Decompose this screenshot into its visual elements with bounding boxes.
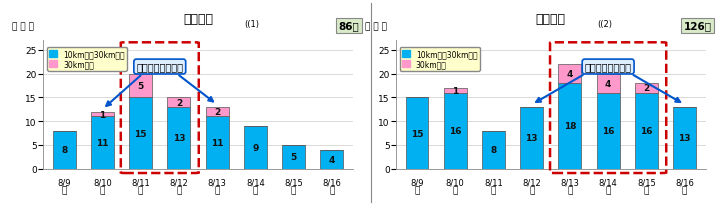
Text: 水: 水: [329, 185, 335, 194]
Bar: [559, 65, 581, 84]
Text: 5: 5: [138, 82, 144, 91]
Text: 8/10: 8/10: [93, 177, 112, 186]
Text: ((1): ((1): [245, 20, 259, 28]
Bar: [444, 93, 467, 169]
Text: 8/13: 8/13: [560, 177, 580, 186]
Text: 2: 2: [176, 98, 182, 107]
Text: 8/9: 8/9: [58, 177, 71, 186]
Text: 126回: 126回: [684, 21, 712, 31]
Bar: [673, 107, 696, 169]
Text: 8/12: 8/12: [522, 177, 541, 186]
Text: 8/15: 8/15: [637, 177, 656, 186]
Bar: [168, 98, 190, 107]
Text: 火: 火: [644, 185, 649, 194]
Bar: [91, 112, 114, 117]
Bar: [244, 126, 267, 169]
Bar: [168, 107, 190, 169]
Text: 金: 金: [491, 185, 496, 194]
Text: 月: 月: [606, 185, 611, 194]
Text: 8/11: 8/11: [131, 177, 150, 186]
Text: 水: 水: [682, 185, 688, 194]
Text: 8/10: 8/10: [446, 177, 464, 186]
Bar: [521, 107, 543, 169]
Bar: [320, 150, 343, 169]
Text: 15: 15: [135, 129, 147, 138]
Text: 1: 1: [99, 110, 106, 119]
Text: 4: 4: [567, 70, 573, 79]
Bar: [597, 74, 620, 93]
Text: 木: 木: [453, 185, 458, 194]
Text: 水: 水: [61, 185, 67, 194]
Bar: [635, 84, 658, 93]
Text: 前後のご利用を！: 前後のご利用を！: [136, 62, 184, 72]
Text: 16: 16: [449, 127, 462, 136]
Text: 8/14: 8/14: [246, 177, 265, 186]
Bar: [53, 131, 76, 169]
Text: 8: 8: [61, 145, 68, 154]
Text: ((2): ((2): [598, 20, 612, 28]
Bar: [597, 93, 620, 169]
Text: 13: 13: [173, 134, 185, 143]
Text: 16: 16: [640, 127, 652, 136]
Bar: [405, 98, 428, 169]
Text: 16: 16: [602, 127, 614, 136]
Bar: [559, 84, 581, 169]
Bar: [444, 89, 467, 93]
Text: 8/14: 8/14: [599, 177, 618, 186]
Text: 8/9: 8/9: [410, 177, 424, 186]
Text: 8/15: 8/15: [284, 177, 303, 186]
Legend: 10km以匈30km未満, 30km以上: 10km以匈30km未満, 30km以上: [47, 48, 127, 71]
Bar: [635, 93, 658, 169]
Text: 5: 5: [290, 153, 297, 162]
Text: 土: 土: [176, 185, 181, 194]
Text: 火: 火: [291, 185, 296, 194]
Text: 11: 11: [96, 138, 109, 147]
Text: 13: 13: [526, 134, 538, 143]
Text: 2: 2: [643, 84, 649, 93]
Text: （ 回 ）: （ 回 ）: [365, 22, 387, 31]
Text: 水: 水: [414, 185, 420, 194]
Text: 8/16: 8/16: [675, 177, 694, 186]
Text: 15: 15: [411, 129, 423, 138]
Text: 1: 1: [452, 86, 459, 95]
Bar: [282, 145, 305, 169]
Text: 木: 木: [100, 185, 105, 194]
Bar: [482, 131, 505, 169]
Bar: [91, 117, 114, 169]
Text: 8/13: 8/13: [207, 177, 227, 186]
Text: 前後のご利用を！: 前後のご利用を！: [585, 62, 631, 72]
Text: 9: 9: [252, 143, 258, 152]
Legend: 10km以匈30km未満, 30km以上: 10km以匈30km未満, 30km以上: [400, 48, 480, 71]
Text: 18: 18: [564, 122, 576, 131]
Text: 8/12: 8/12: [169, 177, 188, 186]
Text: 86回: 86回: [338, 21, 359, 31]
Text: 4: 4: [328, 155, 335, 164]
Text: 日: 日: [215, 185, 220, 194]
Text: 2: 2: [214, 108, 220, 117]
Text: 11: 11: [211, 138, 223, 147]
Text: （ 回 ）: （ 回 ）: [12, 22, 34, 31]
Bar: [129, 74, 152, 98]
Bar: [206, 117, 228, 169]
Text: 8: 8: [490, 145, 497, 154]
Text: 土: 土: [529, 185, 534, 194]
Text: 13: 13: [678, 134, 690, 143]
Text: 4: 4: [605, 79, 611, 88]
Text: 下り方面: 下り方面: [183, 13, 213, 26]
Bar: [206, 107, 228, 117]
Text: 上り方面: 上り方面: [536, 13, 566, 26]
Text: 月: 月: [253, 185, 258, 194]
Text: 金: 金: [138, 185, 143, 194]
Text: 8/11: 8/11: [484, 177, 503, 186]
Bar: [129, 98, 152, 169]
Text: 8/16: 8/16: [323, 177, 341, 186]
Text: 日: 日: [567, 185, 572, 194]
